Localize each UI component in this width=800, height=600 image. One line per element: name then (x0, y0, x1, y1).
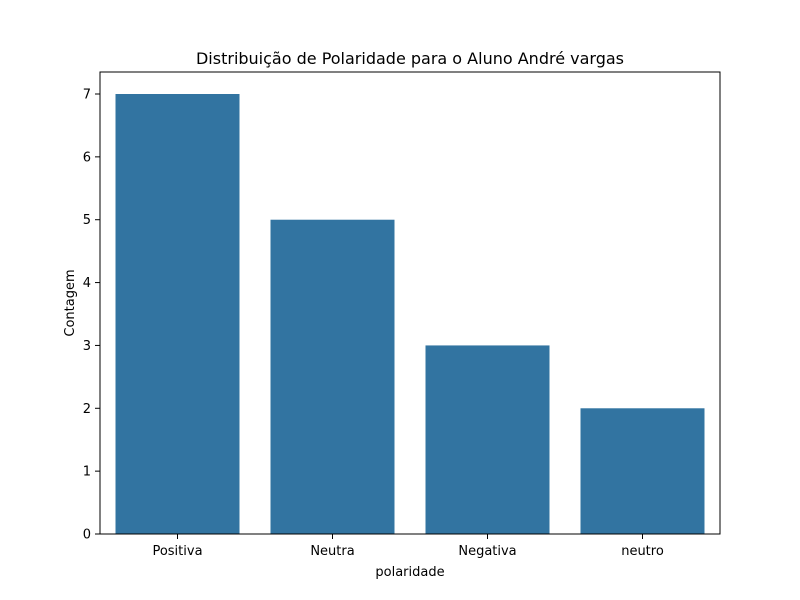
y-tick-label: 4 (83, 276, 91, 291)
y-tick-label: 7 (83, 88, 91, 103)
bars-layer (115, 94, 705, 534)
x-tick-label: Neutra (310, 544, 354, 559)
bar-positiva (115, 94, 240, 534)
y-ticks: 0 1 2 3 4 5 6 7 (83, 88, 100, 543)
y-tick-label: 0 (83, 528, 91, 543)
y-axis-label: Contagem (63, 269, 78, 336)
plot-area-frame (99, 71, 721, 535)
x-tick-label: neutro (621, 544, 664, 559)
chart-title: Distribuição de Polaridade para o Aluno … (196, 49, 624, 68)
x-tick-label: Positiva (152, 544, 202, 559)
x-tick-label: Negativa (458, 544, 516, 559)
x-ticks: Positiva Neutra Negativa neutro (152, 534, 664, 559)
y-tick-label: 2 (83, 402, 91, 417)
bar-neutro (580, 408, 705, 534)
x-axis-label: polaridade (375, 565, 444, 580)
y-tick-label: 3 (83, 339, 91, 354)
bar-negativa (425, 345, 550, 534)
y-tick-label: 5 (83, 213, 91, 228)
y-tick-label: 1 (83, 465, 91, 480)
bar-neutra (270, 219, 395, 534)
y-tick-label: 6 (83, 150, 91, 165)
